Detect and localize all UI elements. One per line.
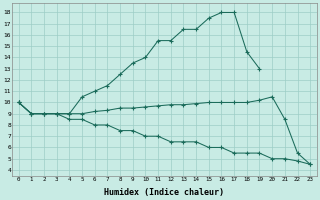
X-axis label: Humidex (Indice chaleur): Humidex (Indice chaleur) bbox=[104, 188, 224, 197]
